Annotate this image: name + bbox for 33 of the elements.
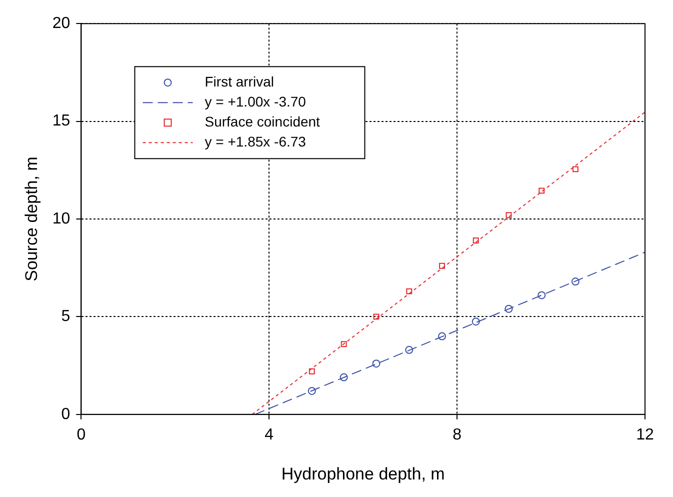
x-tick-label: 12: [636, 426, 654, 444]
y-tick-label: 5: [61, 308, 70, 326]
point: [308, 368, 315, 374]
point: [372, 360, 380, 368]
point: [373, 314, 380, 320]
point: [340, 341, 347, 348]
x-axis-title: Hydrophone depth, m: [281, 464, 445, 484]
y-tick-label: 15: [52, 112, 70, 130]
point: [571, 278, 580, 286]
y-tick-label: 10: [52, 210, 70, 228]
point: [472, 318, 480, 326]
point: [572, 166, 578, 172]
x-tick-label: 0: [76, 426, 86, 444]
point: [340, 373, 348, 382]
point: [472, 238, 479, 244]
point: [506, 212, 512, 218]
legend-label: y = +1.85x -6.73: [204, 133, 306, 150]
point: [405, 346, 414, 354]
point: [406, 288, 412, 294]
x-tick-label: 8: [452, 426, 462, 444]
y-tick-label: 20: [52, 15, 70, 32]
point: [504, 304, 513, 313]
point: [308, 386, 316, 395]
y-axis-title: Source depth, m: [22, 156, 41, 282]
point: [438, 332, 446, 340]
legend-label: y = +1.00x -3.70: [204, 93, 306, 110]
legend-label: First arrival: [204, 73, 274, 90]
x-tick-label: 4: [264, 426, 274, 444]
y-tick-label: 0: [61, 406, 70, 423]
point: [439, 262, 446, 269]
legend-label: Surface coincident: [204, 113, 320, 130]
point: [538, 188, 545, 194]
point: [538, 291, 546, 300]
